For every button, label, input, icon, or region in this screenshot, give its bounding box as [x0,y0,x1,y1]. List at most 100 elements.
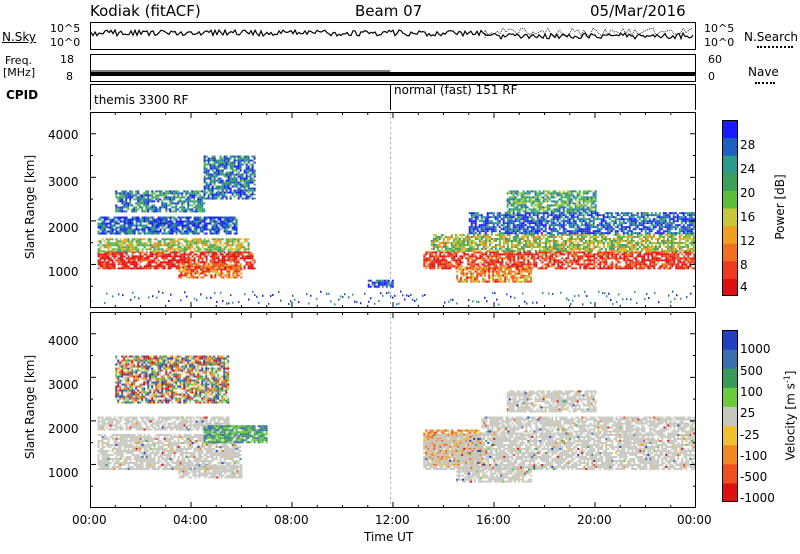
power-cell [665,263,668,266]
power-cell [604,222,607,225]
power-cell [550,232,553,235]
power-cell [225,255,228,258]
power-cell [564,224,567,227]
power-cell [589,257,592,260]
power-cell [249,163,252,166]
power-cell [219,181,222,184]
power-cell [484,241,487,244]
power-cell [632,224,635,227]
power-cell [213,177,216,180]
power-cell [474,247,477,250]
power-cell [247,171,250,174]
power-cell [646,243,649,246]
power-cell [231,179,234,182]
power-cell [548,245,551,248]
power-cell [139,267,142,270]
power-cell [588,228,591,231]
power-cell [223,159,226,162]
power-cell [544,233,547,236]
power-cell [622,228,625,231]
power-cell [678,235,681,238]
power-cell [456,241,459,244]
power-cell [552,239,555,242]
power-cell [129,267,132,270]
power-cell [197,210,200,213]
power-cell [245,238,248,241]
power-cell [177,238,180,241]
power-cell [586,233,589,236]
power-cell [484,239,487,242]
power-cell [193,238,196,241]
power-cell [141,248,144,251]
power-cell [480,228,483,231]
nave-tick-bottom: 0 [708,70,715,83]
power-cell [590,214,593,217]
power-cell [147,228,150,231]
power-cell [578,214,581,217]
power-cell [558,232,561,235]
power-cell [572,247,575,250]
power-cell [185,218,188,221]
power-cell [639,255,642,258]
power-cell [101,232,104,235]
power-cell [196,264,199,267]
power-cell [173,248,176,251]
power-cell [215,232,218,235]
power-cell [541,255,544,258]
power-cell [638,218,641,221]
power-cell [538,222,541,225]
power-cell [433,265,436,268]
power-cell [663,259,666,262]
power-cell [185,222,188,225]
power-cell [536,216,539,219]
power-cell [147,261,150,264]
power-cell [530,233,533,236]
power-cell [151,259,154,262]
power-cell [169,228,172,231]
power-cell [135,208,138,211]
power-cell [159,230,162,233]
power-cell [550,222,553,225]
power-cell [659,257,662,260]
power-cell [522,237,525,240]
power-cell [169,242,172,245]
power-cell [214,264,217,267]
power-cell [235,251,238,254]
power-cell [443,263,446,266]
nsky-tick-top: 10^5 [50,22,81,35]
power-cell [527,253,530,256]
power-cell [442,233,445,236]
power-cell [660,235,663,238]
power-cell [578,243,581,246]
power-cell [665,251,668,254]
power-cell [111,250,114,253]
power-cell [203,263,206,266]
power-cell [444,249,447,252]
power-cell [514,230,517,233]
power-cell [464,235,467,238]
power-cell [237,157,240,160]
power-cell [477,265,480,268]
power-cell [528,226,531,229]
power-cell [125,238,128,241]
power-cell [573,251,576,254]
power-cell [199,200,202,203]
power-cell [115,255,118,258]
power-cell [125,194,128,197]
power-cell [545,255,548,258]
power-cell [535,265,538,268]
power-cell [179,246,182,249]
power-cell [236,270,239,273]
power-cell [624,235,627,238]
power-cell [469,263,472,266]
power-cell [631,263,634,266]
power-cell [470,239,473,242]
power-cell [125,196,128,199]
power-cell [223,220,226,223]
power-cell [529,267,532,270]
power-cell [235,224,238,227]
power-cell [249,187,252,190]
power-cell [586,224,589,227]
power-cell [157,200,160,203]
power-cell [476,216,479,219]
